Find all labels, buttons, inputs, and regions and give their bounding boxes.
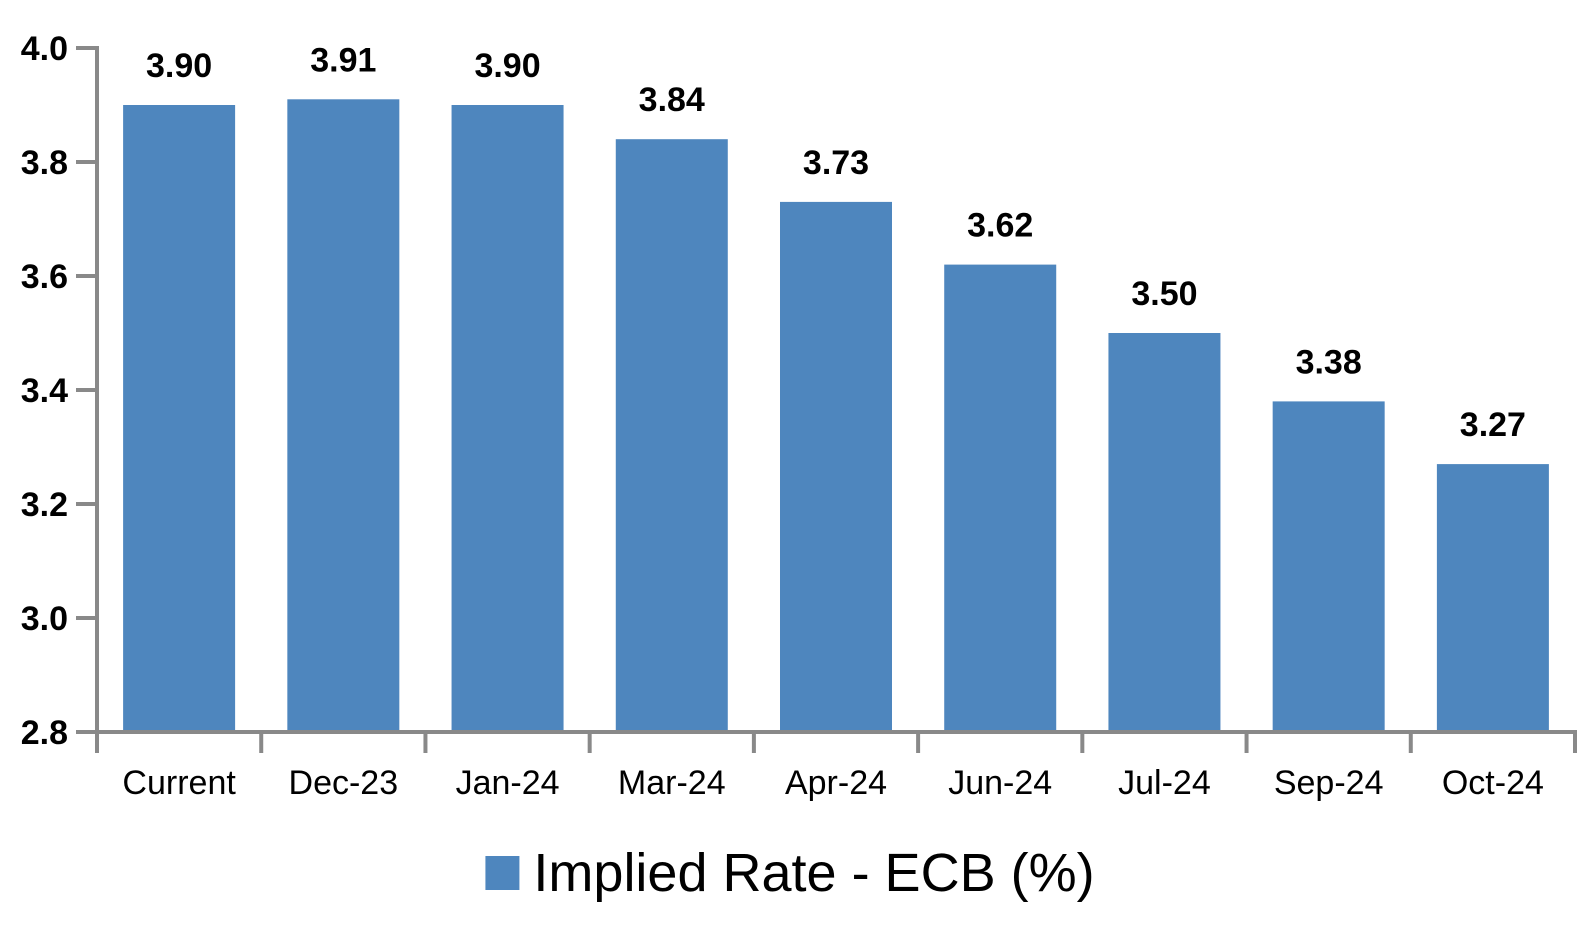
bar-value-label: 3.38: [1296, 343, 1362, 381]
bar-value-label: 3.73: [803, 144, 869, 182]
x-tick: [259, 734, 264, 753]
bar: [451, 105, 564, 730]
bar-value-label: 3.62: [967, 207, 1033, 245]
y-tick: [76, 274, 95, 278]
y-tick-label: 3.2: [21, 486, 68, 524]
x-category-label: Jun-24: [948, 764, 1052, 802]
x-category-label: Dec-23: [289, 764, 399, 802]
x-category-label: Jan-24: [456, 764, 560, 802]
bar: [1108, 333, 1221, 730]
bar-value-label: 3.84: [639, 81, 705, 119]
bar-value-label: 3.90: [146, 47, 212, 85]
y-tick: [76, 502, 95, 506]
bar: [615, 139, 728, 730]
x-tick: [1573, 734, 1577, 753]
x-category-label: Current: [122, 764, 236, 802]
x-tick: [751, 734, 756, 753]
x-tick: [423, 734, 428, 753]
x-category-label: Apr-24: [785, 764, 887, 802]
x-tick: [916, 734, 921, 753]
y-tick-label: 3.0: [21, 600, 68, 638]
bar-value-label: 3.27: [1460, 406, 1526, 444]
y-tick-label: 2.8: [21, 714, 68, 752]
y-tick: [76, 46, 95, 50]
x-tick: [1408, 734, 1413, 753]
bar: [123, 105, 236, 730]
legend-label: Implied Rate - ECB (%): [533, 843, 1095, 903]
bar: [287, 99, 400, 731]
legend-swatch: [485, 856, 520, 890]
y-tick-label: 3.4: [21, 372, 68, 410]
legend: Implied Rate - ECB (%): [485, 843, 1095, 903]
bar-value-label: 3.90: [474, 47, 540, 85]
x-category-label: Mar-24: [618, 764, 726, 802]
y-tick: [76, 730, 95, 734]
x-category-label: Oct-24: [1442, 764, 1544, 802]
y-tick: [76, 160, 95, 164]
y-tick-label: 4.0: [21, 30, 68, 68]
bar: [1272, 401, 1385, 730]
x-axis-line: [95, 730, 1577, 734]
x-tick: [587, 734, 592, 753]
y-tick: [76, 388, 95, 392]
x-tick: [95, 734, 99, 753]
bar-value-label: 3.91: [310, 41, 376, 79]
y-axis-line: [95, 46, 99, 734]
x-tick: [1244, 734, 1249, 753]
bar: [944, 264, 1057, 730]
y-tick-label: 3.8: [21, 144, 68, 182]
x-tick: [1080, 734, 1085, 753]
bar-value-label: 3.50: [1131, 275, 1197, 313]
y-tick-label: 3.6: [21, 258, 68, 296]
bar: [780, 201, 892, 730]
x-category-label: Jul-24: [1118, 764, 1211, 802]
bar: [1436, 464, 1549, 730]
y-tick: [76, 616, 95, 620]
x-category-label: Sep-24: [1274, 764, 1384, 802]
